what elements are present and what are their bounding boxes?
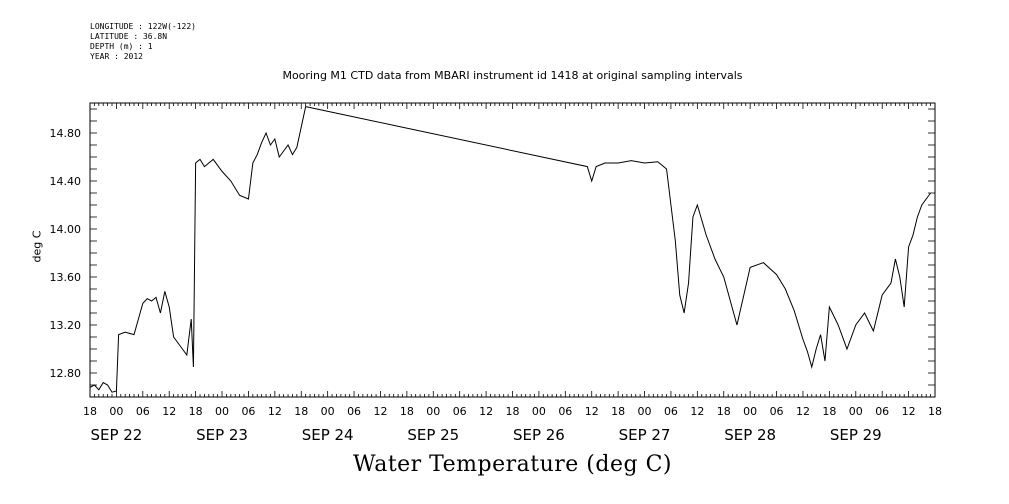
x-tick-label: 00 [638,405,652,418]
y-tick-label: 14.40 [50,175,82,188]
x-day-label: SEP 28 [724,426,776,444]
x-day-label: SEP 27 [619,426,671,444]
y-tick-label: 14.80 [50,127,82,140]
x-day-label: SEP 25 [407,426,459,444]
x-tick-label: 12 [162,405,176,418]
x-tick-label: 12 [690,405,704,418]
x-tick-label: 00 [215,405,229,418]
x-tick-label: 06 [664,405,678,418]
year-label: YEAR : 2012 [90,52,143,61]
depth-label: DEPTH (m) : 1 [90,42,153,51]
x-tick-label: 12 [902,405,916,418]
x-tick-label: 06 [241,405,255,418]
x-tick-label: 12 [373,405,387,418]
y-tick-label: 12.80 [50,367,82,380]
x-tick-label: 00 [743,405,757,418]
mooring-metadata: LONGITUDE : 122W(-122) LATITUDE : 36.8N … [90,22,196,62]
x-day-label: SEP 22 [90,426,142,444]
water-temperature-line [89,106,932,393]
x-tick-label: 00 [321,405,335,418]
x-tick-label: 06 [875,405,889,418]
x-tick-label: 12 [479,405,493,418]
x-tick-label: 00 [532,405,546,418]
x-tick-label: 18 [400,405,414,418]
x-tick-label: 06 [453,405,467,418]
x-tick-label: 18 [506,405,520,418]
x-tick-label: 12 [796,405,810,418]
x-tick-label: 18 [83,405,97,418]
latitude-label: LATITUDE : 36.8N [90,32,168,41]
chart-title: Mooring M1 CTD data from MBARI instrumen… [282,69,743,82]
x-tick-label: 00 [109,405,123,418]
y-tick-label: 14.00 [50,223,82,236]
x-axis-label: Water Temperature (deg C) [353,452,672,477]
x-tick-label: 18 [189,405,203,418]
y-tick-label: 13.20 [50,319,82,332]
x-tick-label: 12 [585,405,599,418]
x-tick-label: 00 [849,405,863,418]
x-tick-label: 06 [770,405,784,418]
x-tick-label: 06 [136,405,150,418]
y-tick-label: 13.60 [50,271,82,284]
x-tick-label: 06 [558,405,572,418]
x-tick-label: 06 [347,405,361,418]
x-tick-label: 00 [426,405,440,418]
x-tick-label: 18 [611,405,625,418]
longitude-label: LONGITUDE : 122W(-122) [90,22,196,31]
x-tick-label: 18 [717,405,731,418]
x-tick-label: 18 [928,405,942,418]
x-day-label: SEP 23 [196,426,248,444]
x-tick-label: 18 [294,405,308,418]
x-tick-label: 12 [268,405,282,418]
x-day-label: SEP 24 [302,426,354,444]
x-tick-label: 18 [822,405,836,418]
x-day-label: SEP 26 [513,426,565,444]
x-day-label: SEP 29 [830,426,882,444]
